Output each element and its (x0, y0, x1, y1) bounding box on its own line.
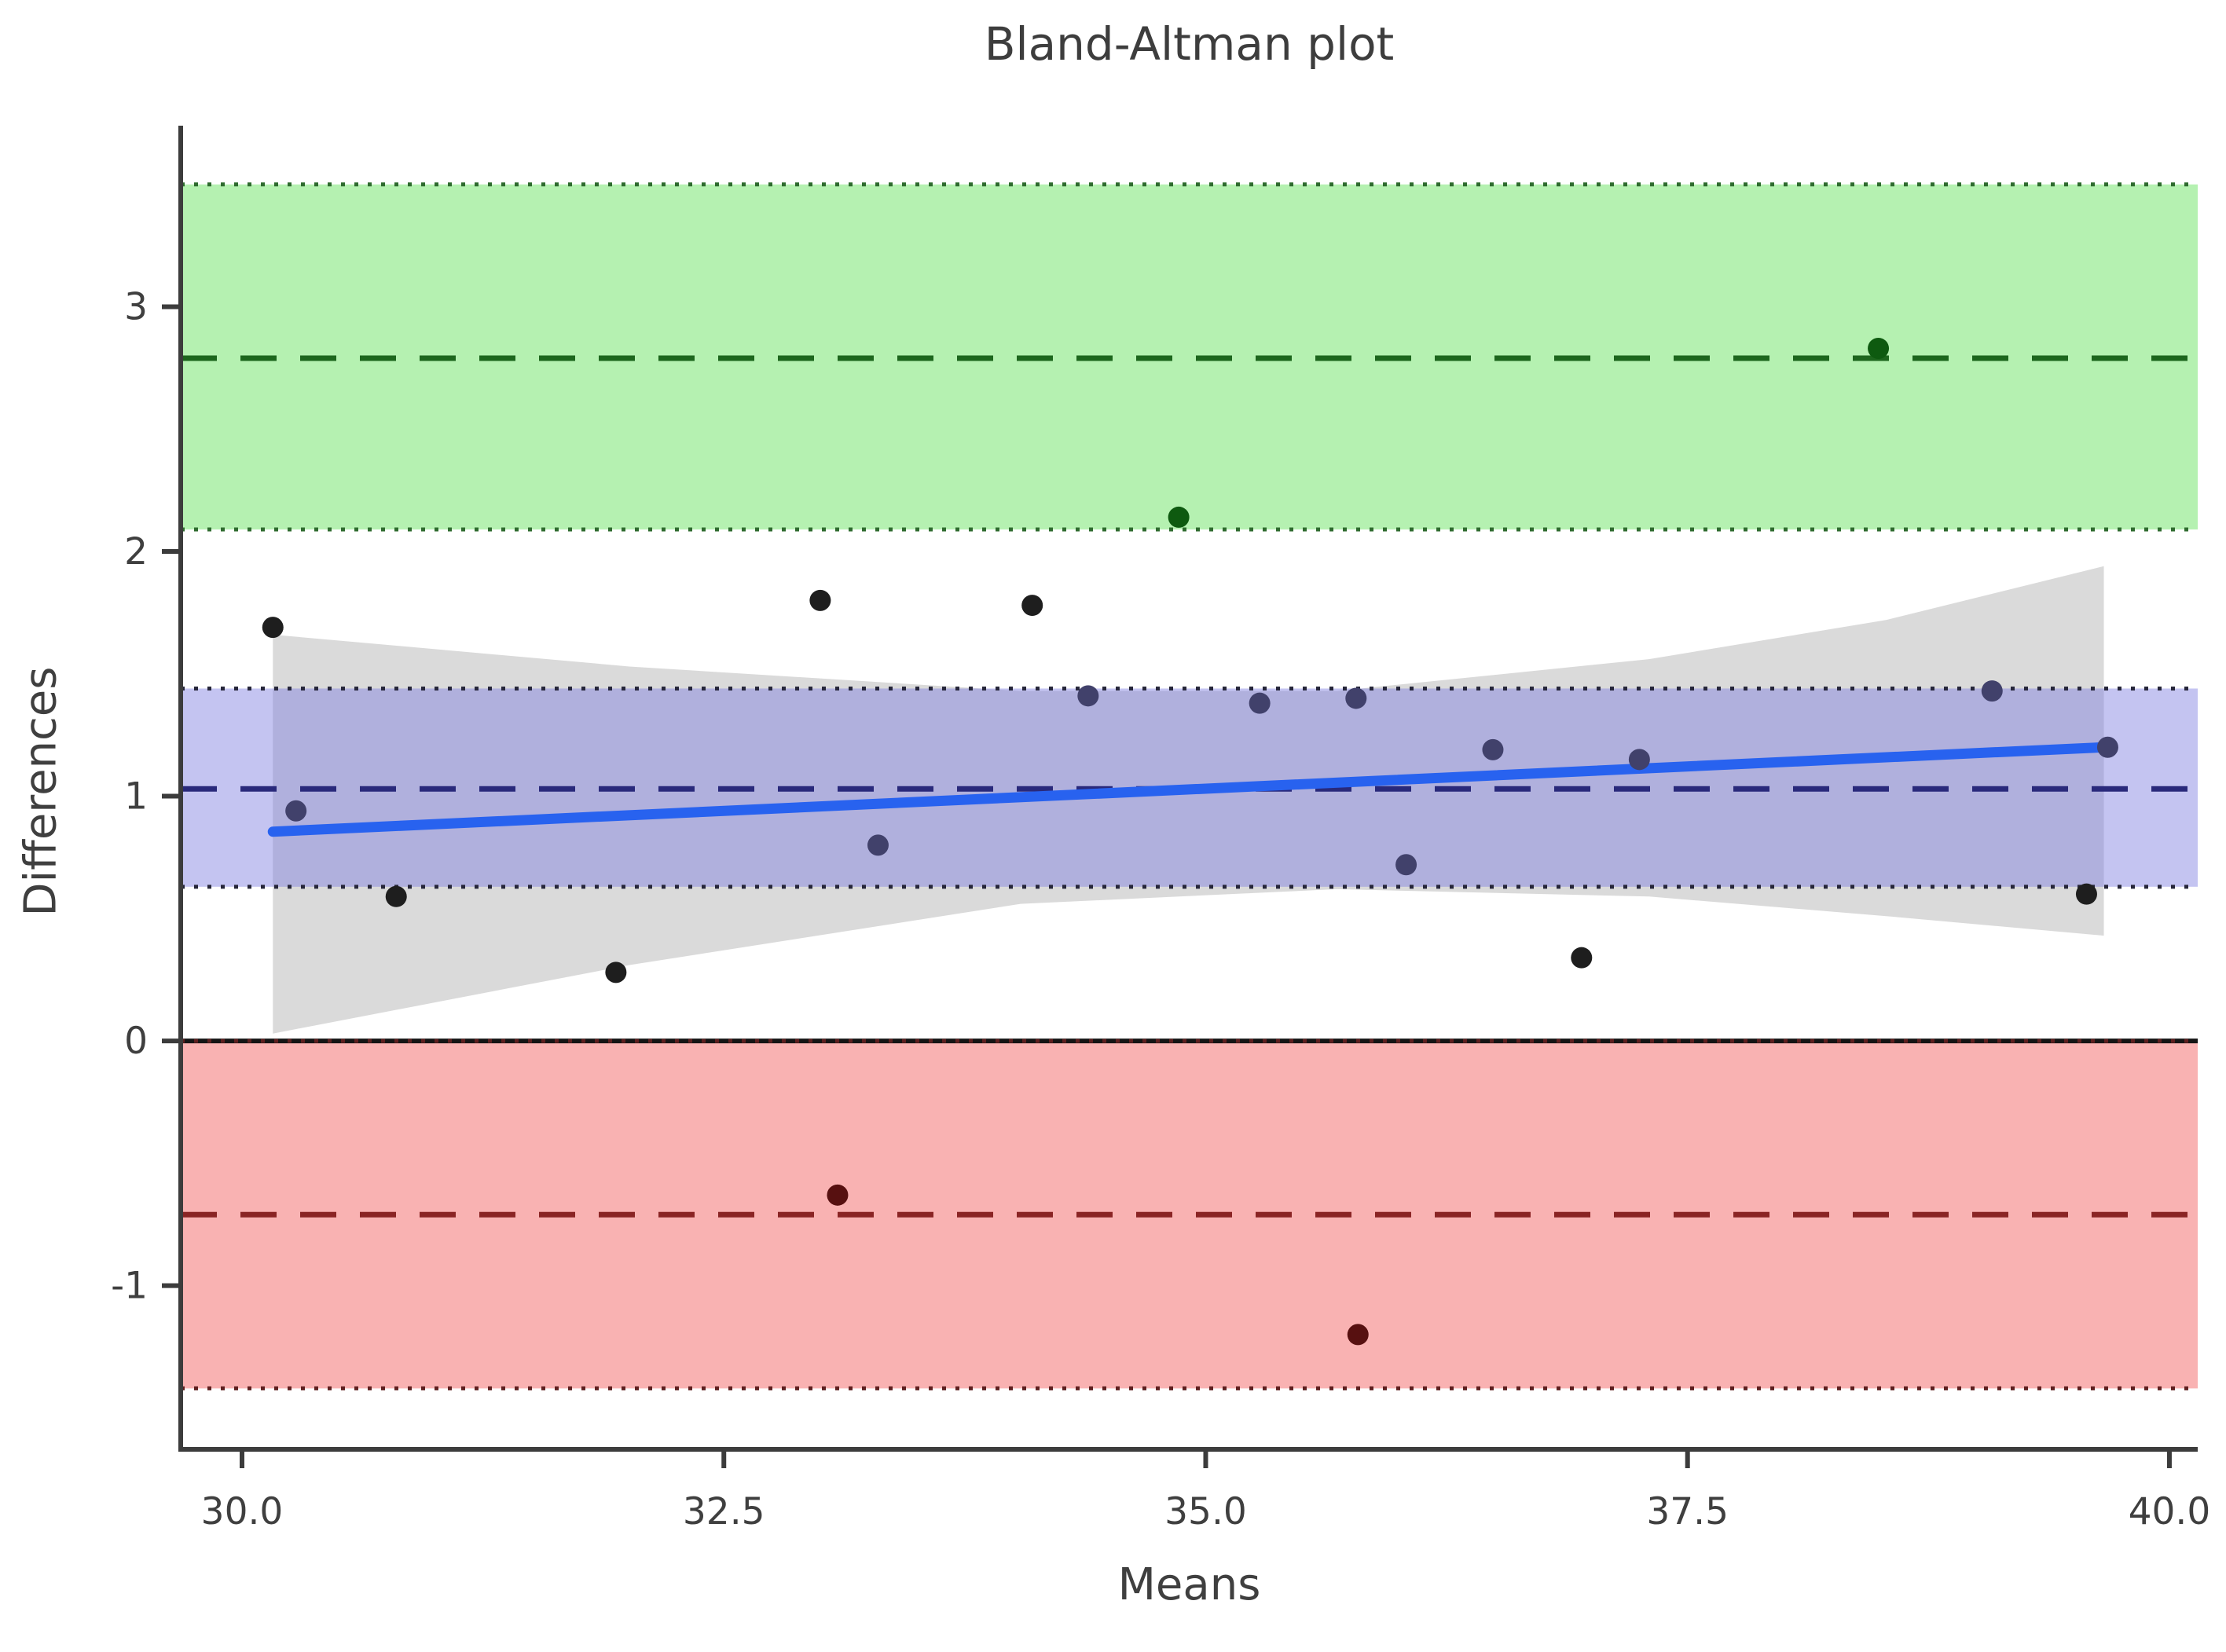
data-point (1249, 692, 1271, 714)
data-point (1482, 738, 1504, 760)
x-axis-label: Means (1117, 1559, 1261, 1610)
chart-title: Bland-Altman plot (984, 17, 1395, 71)
data-point (285, 800, 307, 822)
data-point (1347, 1324, 1369, 1346)
data-point (2075, 883, 2097, 905)
data-point (1868, 337, 1890, 359)
y-tick-label: 0 (124, 1020, 148, 1063)
data-point (1628, 749, 1650, 771)
x-tick-label: 40.0 (2129, 1490, 2211, 1533)
y-tick-label: 2 (124, 530, 148, 573)
x-tick-label: 35.0 (1164, 1490, 1247, 1533)
data-point (1345, 687, 1367, 709)
data-point (827, 1184, 849, 1206)
data-point (605, 962, 627, 984)
data-point (1021, 595, 1043, 617)
data-point (1077, 685, 1099, 707)
data-point (262, 617, 284, 639)
data-point (1981, 680, 2003, 702)
regression-line (267, 742, 2110, 837)
data-point (809, 589, 831, 611)
x-tick-label: 30.0 (201, 1490, 284, 1533)
y-tick-label: -1 (111, 1265, 148, 1308)
y-tick-label: 3 (124, 286, 148, 329)
regression-confidence-region (273, 566, 2104, 1034)
data-point (1571, 947, 1593, 969)
data-point (1168, 506, 1190, 528)
data-point (867, 834, 889, 856)
data-point (1395, 854, 1417, 876)
data-point (385, 885, 407, 907)
x-tick-label: 37.5 (1646, 1490, 1729, 1533)
y-tick-label: 1 (124, 775, 148, 819)
x-tick-label: 32.5 (683, 1490, 765, 1533)
data-point (2096, 736, 2118, 758)
